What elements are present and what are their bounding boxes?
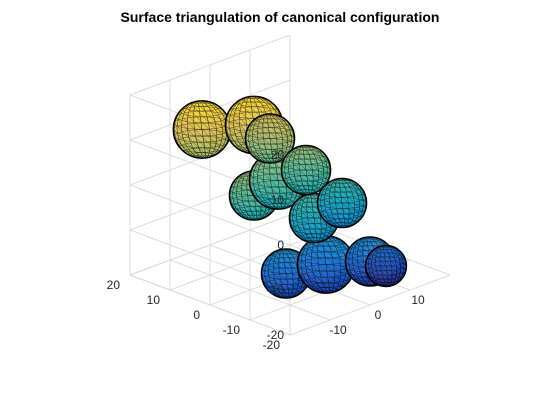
- surface-spheres: [168, 90, 408, 299]
- grid-line-floor-y: [289, 274, 451, 336]
- sphere-outline: [244, 113, 296, 164]
- z-tick-label: -10: [267, 283, 285, 297]
- sphere: [362, 241, 408, 288]
- tick-labels: -20 -10 0 10 20 -20 -10 0 10 20 -10 0 10: [107, 148, 425, 352]
- z-tick-label: 20: [271, 148, 285, 162]
- x-tick-label: -10: [329, 323, 347, 337]
- grid-line-wall-x-z: [129, 274, 291, 336]
- sphere-outline: [364, 244, 408, 288]
- sphere-highlight: [292, 230, 345, 282]
- sphere-outline: [280, 144, 332, 196]
- grid-line-wall-y-z: [129, 214, 291, 276]
- sphere-highlight: [168, 95, 221, 147]
- x-tick-label: 0: [375, 308, 382, 322]
- y-tick-label: 20: [107, 278, 121, 292]
- y-tick-label: -20: [263, 338, 281, 352]
- grid-line-wall-y-z: [129, 34, 291, 96]
- y-tick-label: -10: [223, 323, 241, 337]
- y-tick-label: 10: [147, 293, 161, 307]
- y-tick-label: 0: [193, 308, 200, 322]
- sphere-outline: [316, 177, 368, 229]
- z-tick-label: 10: [271, 193, 285, 207]
- z-tick-label: 0: [277, 238, 284, 252]
- z-tick-label: -20: [267, 328, 285, 342]
- chart-title: Surface triangulation of canonical confi…: [120, 9, 440, 25]
- sphere: [313, 173, 368, 229]
- x-tick-label: 10: [411, 293, 425, 307]
